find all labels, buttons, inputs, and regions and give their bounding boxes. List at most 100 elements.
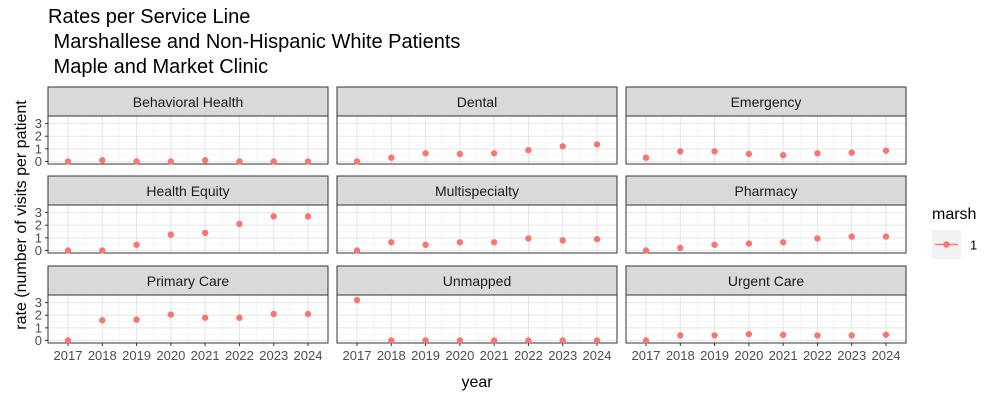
y-tick-label: 0 <box>35 154 42 169</box>
data-point <box>882 331 890 338</box>
data-point <box>593 235 601 243</box>
facet-strip-health-equity <box>47 175 329 206</box>
data-point <box>882 233 890 240</box>
x-tick-label: 2021 <box>480 348 509 363</box>
facet-strip-dental <box>336 86 618 117</box>
data-point <box>593 141 601 148</box>
x-tick-label: 2022 <box>803 348 832 363</box>
data-point <box>388 154 395 161</box>
data-point <box>559 337 566 344</box>
facet-strip-emergency <box>625 86 907 117</box>
facet-strip-primary-care <box>47 265 329 296</box>
data-point <box>64 337 72 344</box>
data-point <box>677 148 684 155</box>
x-tick-label: 2019 <box>700 348 729 363</box>
data-point <box>745 240 753 247</box>
y-tick-label: 3 <box>35 116 42 131</box>
x-tick-label: 2023 <box>259 348 288 363</box>
data-point <box>64 158 72 165</box>
data-point <box>711 332 718 339</box>
x-axis-title: year <box>461 374 493 391</box>
facet-strip-urgent-care <box>625 265 907 296</box>
data-point <box>490 239 498 246</box>
data-point <box>133 158 140 165</box>
data-point <box>745 330 753 338</box>
data-point <box>422 241 429 248</box>
data-point <box>353 158 361 165</box>
data-point <box>304 158 312 165</box>
data-point <box>99 317 106 324</box>
panel-border-primary-care <box>47 294 329 344</box>
data-point <box>388 337 395 344</box>
facet-label-multispecialty: Multispecialty <box>435 183 519 199</box>
panel-border-emergency <box>625 115 907 165</box>
x-tick-label: 2024 <box>872 348 901 363</box>
data-point <box>677 332 684 339</box>
data-point <box>711 241 718 248</box>
data-point <box>848 332 855 339</box>
data-point <box>236 220 243 228</box>
chart-title-line-1: Rates per Service Line <box>48 6 251 28</box>
y-tick-label: 1 <box>35 230 42 245</box>
panel-border-behavioral-health <box>47 115 329 165</box>
data-point <box>525 146 532 154</box>
data-point <box>848 149 855 156</box>
facet-label-pharmacy: Pharmacy <box>734 183 797 199</box>
facet-strip-pharmacy <box>625 175 907 206</box>
facet-strip-behavioral-health <box>47 86 329 117</box>
data-point <box>814 332 821 339</box>
data-point <box>201 314 209 321</box>
x-tick-label: 2017 <box>54 348 83 363</box>
data-point <box>270 310 277 318</box>
data-point <box>814 235 821 242</box>
data-point <box>779 331 787 338</box>
facet-label-urgent-care: Urgent Care <box>728 273 804 289</box>
x-tick-label: 2022 <box>514 348 543 363</box>
data-point <box>99 157 106 164</box>
x-tick-label: 2019 <box>411 348 440 363</box>
data-point <box>167 311 175 318</box>
data-point <box>779 151 787 159</box>
data-point <box>642 247 650 254</box>
x-tick-label: 2023 <box>548 348 577 363</box>
y-axis-title: rate (number of visits per patient <box>13 100 30 330</box>
data-point <box>422 150 429 157</box>
data-point <box>490 337 498 344</box>
facet-label-primary-care: Primary Care <box>147 273 230 289</box>
data-point <box>456 337 464 344</box>
y-tick-label: 0 <box>35 333 42 348</box>
data-point <box>779 239 787 246</box>
y-tick-label: 3 <box>35 205 42 220</box>
data-point <box>64 247 72 254</box>
data-point <box>456 239 464 246</box>
x-tick-label: 2020 <box>734 348 763 363</box>
data-point <box>677 244 684 252</box>
y-tick-label: 1 <box>35 320 42 335</box>
data-point <box>270 213 277 220</box>
x-tick-label: 2018 <box>666 348 695 363</box>
facet-label-emergency: Emergency <box>731 94 802 110</box>
data-point <box>814 150 821 157</box>
data-point <box>559 237 566 244</box>
facet-label-dental: Dental <box>457 94 497 110</box>
panel-border-multispecialty <box>336 204 618 254</box>
data-point <box>353 296 361 304</box>
chart-title-line-3: Maple and Market Clinic <box>48 56 269 78</box>
y-tick-label: 2 <box>35 308 42 323</box>
legend-entry-label: 1 <box>970 238 977 253</box>
x-tick-label: 2018 <box>88 348 117 363</box>
x-tick-label: 2020 <box>156 348 185 363</box>
data-point <box>642 154 650 161</box>
data-point <box>167 158 175 165</box>
data-point <box>133 241 140 248</box>
x-tick-label: 2018 <box>377 348 406 363</box>
x-tick-label: 2024 <box>583 348 612 363</box>
data-point <box>490 150 498 157</box>
data-point <box>201 229 209 236</box>
panel-border-urgent-care <box>625 294 907 344</box>
legend-key-point <box>943 241 950 248</box>
facet-label-behavioral-health: Behavioral Health <box>133 94 244 110</box>
x-tick-label: 2019 <box>122 348 151 363</box>
data-point <box>559 143 566 150</box>
